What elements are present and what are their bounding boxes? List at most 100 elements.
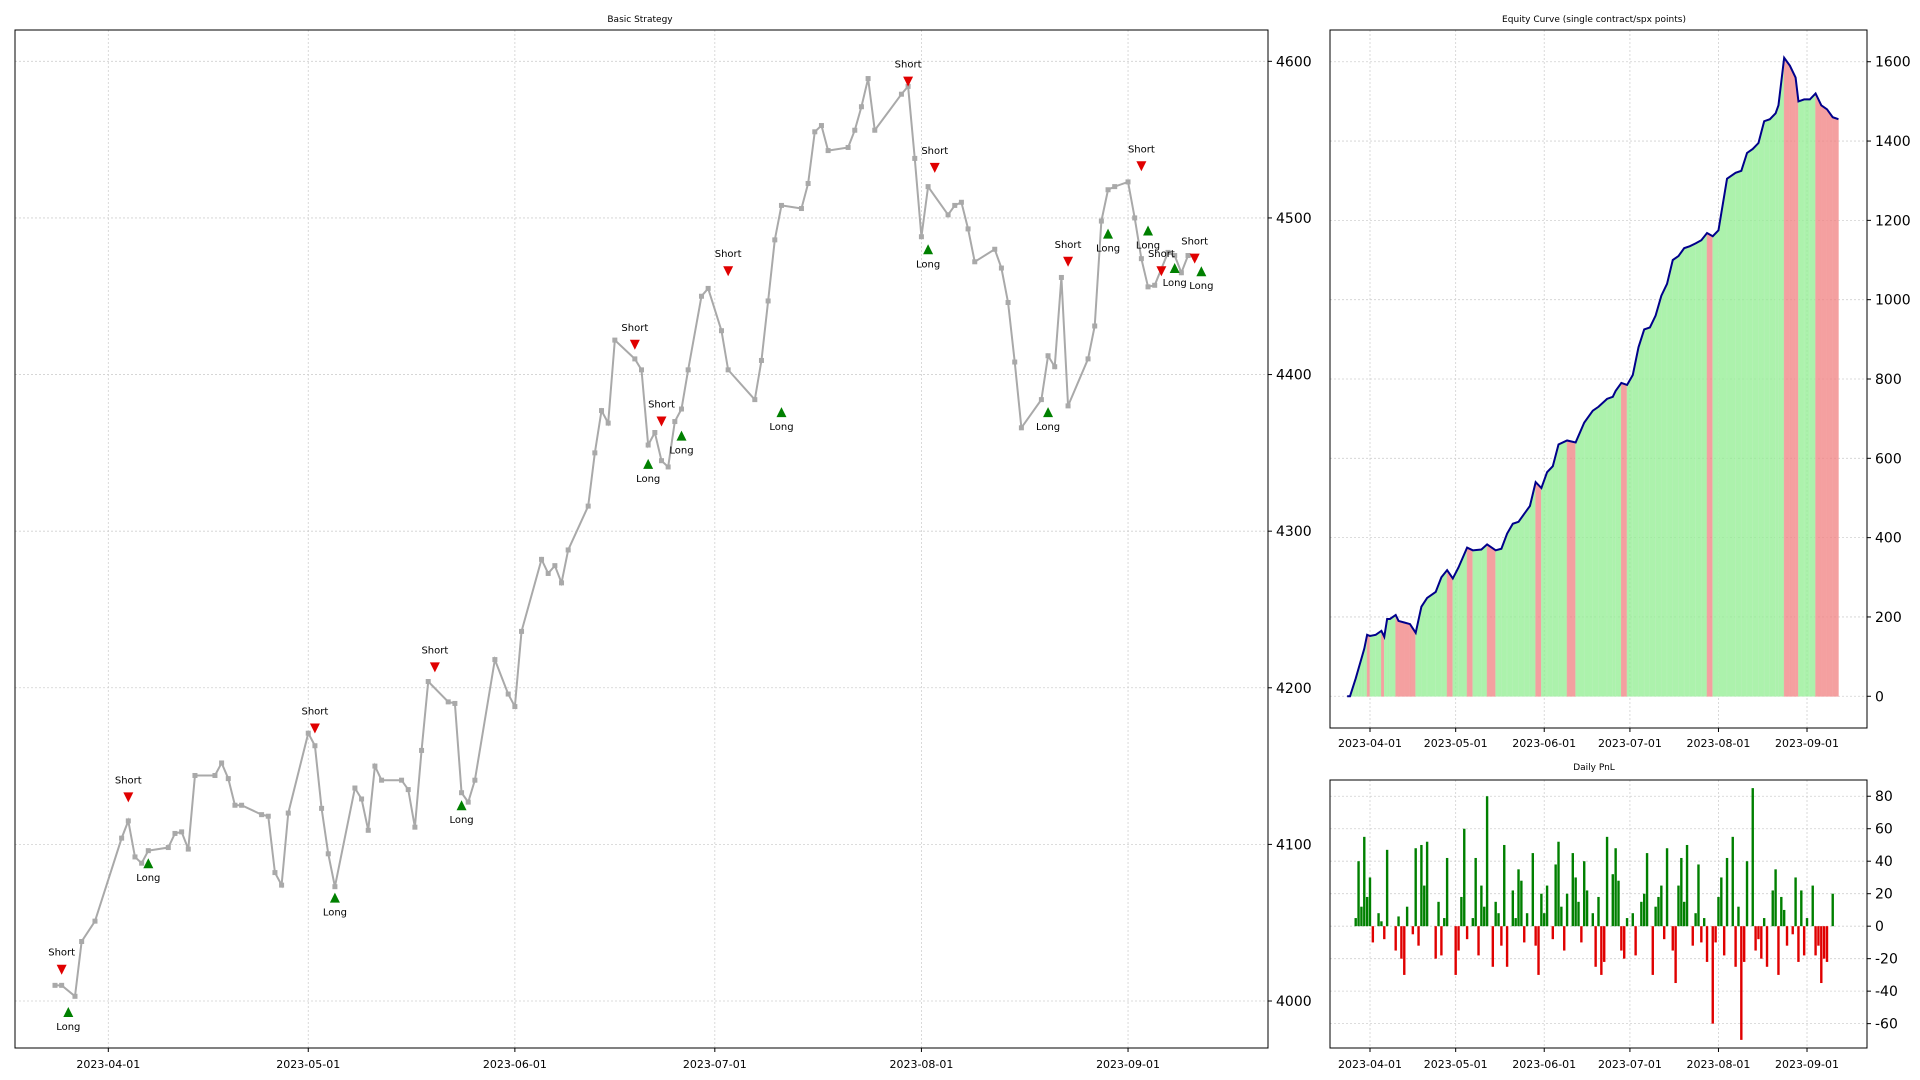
price-point [399, 777, 405, 783]
x-tick-label: 2023-06-01 [1512, 737, 1576, 750]
price-point [145, 848, 151, 854]
equity-fill-down [1409, 623, 1416, 697]
axes-frame-0: 2023-04-01 2023-05-01 2023-06-01 2023-07-01… [14, 29, 1312, 1071]
price-point [972, 259, 978, 265]
pnl-bar-positive [1780, 896, 1783, 927]
price-point [239, 802, 245, 808]
y-tick-label: 4600 [1276, 54, 1312, 70]
equity-fill-up [1778, 57, 1785, 697]
pnl-bar-positive [1360, 906, 1363, 927]
short-signal-marker [123, 792, 134, 803]
price-point [1065, 403, 1071, 409]
pnl-bar-positive [1665, 848, 1669, 927]
price-point [412, 824, 418, 830]
pnl-bar-negative [1457, 926, 1460, 951]
price-point [965, 226, 971, 232]
equity-fill-up [1661, 283, 1668, 697]
long-signal-label: Long [1189, 281, 1213, 292]
price-point [472, 777, 478, 783]
equity-fill-up [1643, 327, 1651, 697]
long-signal-label: Long [1096, 244, 1120, 255]
pnl-bar-negative [1505, 926, 1509, 967]
equity-fill-up [1435, 577, 1442, 697]
equity-fill-up [1426, 591, 1436, 697]
equity-fill-down [1820, 104, 1828, 697]
price-point [1058, 274, 1064, 280]
pnl-bar-negative [1662, 926, 1666, 940]
equity-fill-up [1726, 172, 1736, 697]
y-tick-label: 4200 [1276, 681, 1312, 697]
pnl-bar-positive [1811, 885, 1814, 927]
pnl-bar-negative [1500, 926, 1503, 946]
equity-fill-up [1763, 118, 1771, 697]
axes-frame-2: 2023-04-01 2023-05-01 2023-06-01 2023-07-01… [1329, 779, 1898, 1071]
pnl-bar-positive [1554, 864, 1557, 927]
long-signal-label: Long [323, 908, 347, 919]
price-point [998, 265, 1004, 271]
price-point [918, 234, 924, 240]
short-signal-marker [656, 416, 667, 427]
long-signal-marker [1143, 225, 1154, 236]
panel-1 [1330, 30, 1867, 728]
x-tick-label: 2023-06-01 [1512, 1058, 1576, 1071]
long-signal-marker [676, 430, 687, 441]
pnl-bar-negative [1491, 926, 1495, 967]
price-point [772, 237, 778, 243]
pnl-bar-negative [1603, 926, 1606, 962]
pnl-bar-negative [1754, 926, 1757, 951]
equity-fill-up [1712, 229, 1719, 697]
equity-fill-down [1486, 543, 1496, 697]
price-point [658, 458, 664, 464]
price-point [1165, 249, 1171, 255]
equity-fill-up [1672, 255, 1679, 697]
pnl-bar-positive [1640, 901, 1643, 927]
long-signal-label: Long [1136, 240, 1160, 251]
price-point [372, 763, 378, 769]
equity-fill-down [1403, 622, 1411, 697]
price-point [1052, 364, 1058, 370]
price-point [958, 199, 964, 205]
equity-fill-up [1638, 329, 1645, 697]
equity-fill-up [1529, 482, 1536, 697]
pnl-bar-positive [1725, 857, 1729, 927]
y-tick-label: -20 [1875, 952, 1898, 968]
pnl-bar-negative [1537, 926, 1540, 975]
pnl-bar-positive [1543, 913, 1546, 927]
price-point [585, 503, 591, 509]
long-signal-marker [329, 892, 340, 903]
equity-fill-down [1395, 614, 1399, 697]
pnl-bar-negative [1551, 926, 1554, 940]
pnl-bar-positive [1443, 918, 1446, 927]
price-point [1152, 282, 1158, 288]
pnl-bar-positive [1702, 918, 1706, 927]
price-chart-title: Basic Strategy [607, 15, 673, 25]
pnl-bar-positive [1682, 901, 1686, 927]
pnl-bar-negative [1394, 926, 1397, 951]
y-tick-label: 600 [1875, 451, 1902, 467]
y-tick-label: 0 [1875, 919, 1884, 935]
price-line [54, 78, 1195, 999]
price-point [1085, 356, 1091, 362]
pnl-bar-positive [1617, 880, 1620, 927]
price-point [172, 830, 178, 836]
price-point [272, 870, 278, 876]
x-tick-label: 2023-05-01 [276, 1058, 340, 1071]
pnl-bar-positive [1460, 896, 1463, 927]
price-point [545, 570, 551, 576]
price-point [319, 805, 325, 811]
price-point [1185, 253, 1191, 259]
equity-fill-down [1535, 481, 1542, 697]
equity-fill-up [1375, 630, 1382, 697]
pnl-bar-positive [1363, 836, 1366, 927]
pnl-bar-positive [1774, 869, 1777, 927]
short-signal-label: Short [1148, 249, 1175, 260]
pnl-bar-positive [1485, 796, 1489, 927]
price-point [365, 827, 371, 833]
pnl-bar-positive [1511, 890, 1515, 927]
pnl-bar-positive [1654, 906, 1657, 927]
equity-fill-up [1701, 232, 1708, 697]
equity-fill-up [1718, 178, 1728, 697]
long-signal-marker [1196, 266, 1207, 277]
x-tick-label: 2023-07-01 [683, 1058, 747, 1071]
